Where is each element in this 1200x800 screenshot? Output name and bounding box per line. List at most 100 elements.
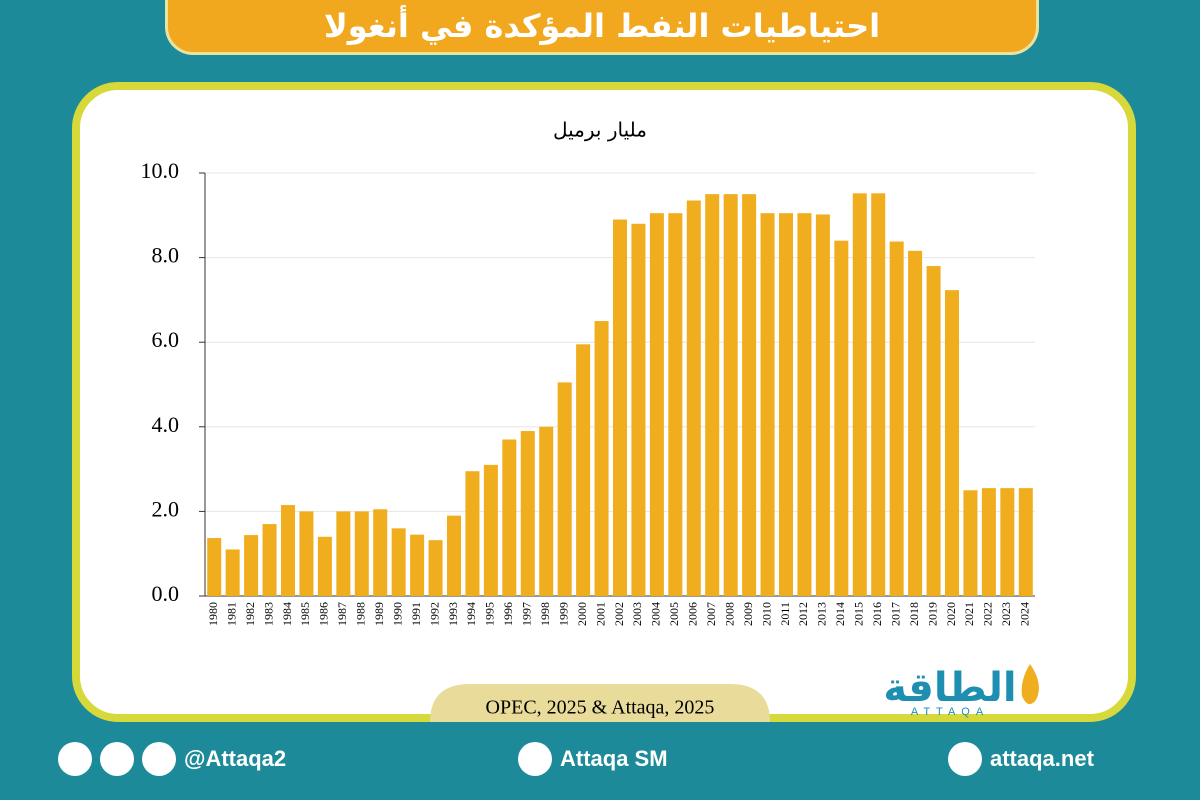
x-tick-label: 2006 [686,602,700,626]
bar [852,193,867,596]
x-tick-label: 2001 [593,602,607,626]
bar [244,535,259,596]
x-tick-label: 1985 [298,602,312,626]
bar [317,536,332,596]
x-tick-label: 2007 [704,602,718,626]
x-tick-label: 1997 [520,602,534,626]
bar [576,344,591,596]
x-icon[interactable] [58,742,92,776]
bar [612,219,628,596]
bar [926,266,941,596]
bar [1018,488,1033,596]
x-tick-label: 1982 [243,602,257,626]
social-group: @Attaqa2 [58,742,286,776]
x-tick-label: 1996 [501,602,515,626]
x-tick-label: 1995 [483,602,497,626]
bar [520,431,535,596]
bar [705,194,720,596]
x-tick-label: 2003 [630,602,644,626]
bar [889,241,904,596]
x-tick-label: 2019 [925,602,939,626]
bar [778,213,794,596]
source: OPEC, 2025 & Attaqa, 2025 [486,697,715,719]
bar [428,540,443,596]
x-tick-label: 2008 [722,602,736,626]
x-tick-label: 2017 [888,602,902,626]
x-tick-label: 1981 [224,602,238,626]
bar [668,213,683,596]
x-tick-label: 1993 [446,602,460,626]
title-banner: احتياطيات النفط المؤكدة في أنغولا [165,0,1039,55]
bar [871,193,886,596]
title: احتياطيات النفط المؤكدة في أنغولا [323,7,881,45]
y-axis-label: مليار برميل [553,118,647,142]
bar [908,250,923,596]
logo-drop [1021,664,1039,705]
x-tick-label: 2010 [759,602,773,626]
x-tick-label: 1998 [538,602,552,626]
bar [760,213,775,596]
youtube-icon[interactable] [518,742,552,776]
x-tick-label: 1992 [427,602,441,626]
x-tick-label: 2023 [999,602,1013,626]
x-tick-label: 1989 [372,602,386,626]
x-tick-label: 1999 [556,602,570,626]
bar [981,488,996,596]
bar [742,194,757,596]
bar [963,490,978,596]
bar [225,549,240,596]
x-tick-label: 2002 [612,602,626,626]
x-tick-label: 2004 [649,602,663,626]
bar [815,214,830,597]
bar [539,426,554,596]
y-tick-label: 4.0 [152,412,180,437]
facebook-icon[interactable] [142,742,176,776]
x-tick-label: 2013 [815,602,829,626]
bar [502,439,517,596]
bar [299,511,314,596]
bar [723,194,738,596]
bar [280,505,296,596]
youtube-handle[interactable]: Attaqa SM [560,746,668,771]
x-tick-label: 2000 [575,602,589,626]
y-tick-label: 10.0 [141,158,180,183]
social-handle[interactable]: @Attaqa2 [184,746,287,771]
bar [262,524,277,596]
youtube-group: Attaqa SM [518,742,668,776]
globe-icon[interactable] [948,742,982,776]
x-tick-label: 2016 [870,602,884,626]
website[interactable]: attaqa.net [990,746,1094,771]
bar [410,534,425,596]
y-tick-label: 6.0 [152,327,180,352]
x-tick-label: 1994 [464,602,478,626]
bar [1000,488,1015,596]
x-tick-label: 2005 [667,602,681,626]
x-tick-label: 2024 [1018,602,1032,626]
bar [465,471,480,596]
x-tick-label: 1988 [354,602,368,626]
bar [373,509,388,596]
website-group: attaqa.net [948,742,1094,776]
x-tick-label: 2011 [778,602,792,626]
bar [594,321,609,596]
bar [391,528,406,596]
y-tick-label: 8.0 [152,243,180,268]
x-tick-label: 1980 [206,602,220,626]
x-tick-label: 1987 [335,602,349,626]
logo-text: الطاقة [883,665,1016,711]
x-tick-label: 2009 [741,602,755,626]
bar [797,213,812,596]
x-tick-label: 1983 [261,602,275,626]
y-tick-label: 2.0 [152,496,180,521]
x-tick-label: 2015 [852,602,866,626]
bar [207,538,222,596]
x-tick-label: 2022 [981,602,995,626]
x-tick-label: 2014 [833,602,847,626]
instagram-icon[interactable] [100,742,134,776]
source-tab [430,684,770,722]
bar [446,515,462,596]
logo-subtext: ATTAQA [911,706,989,718]
bar [483,464,498,596]
